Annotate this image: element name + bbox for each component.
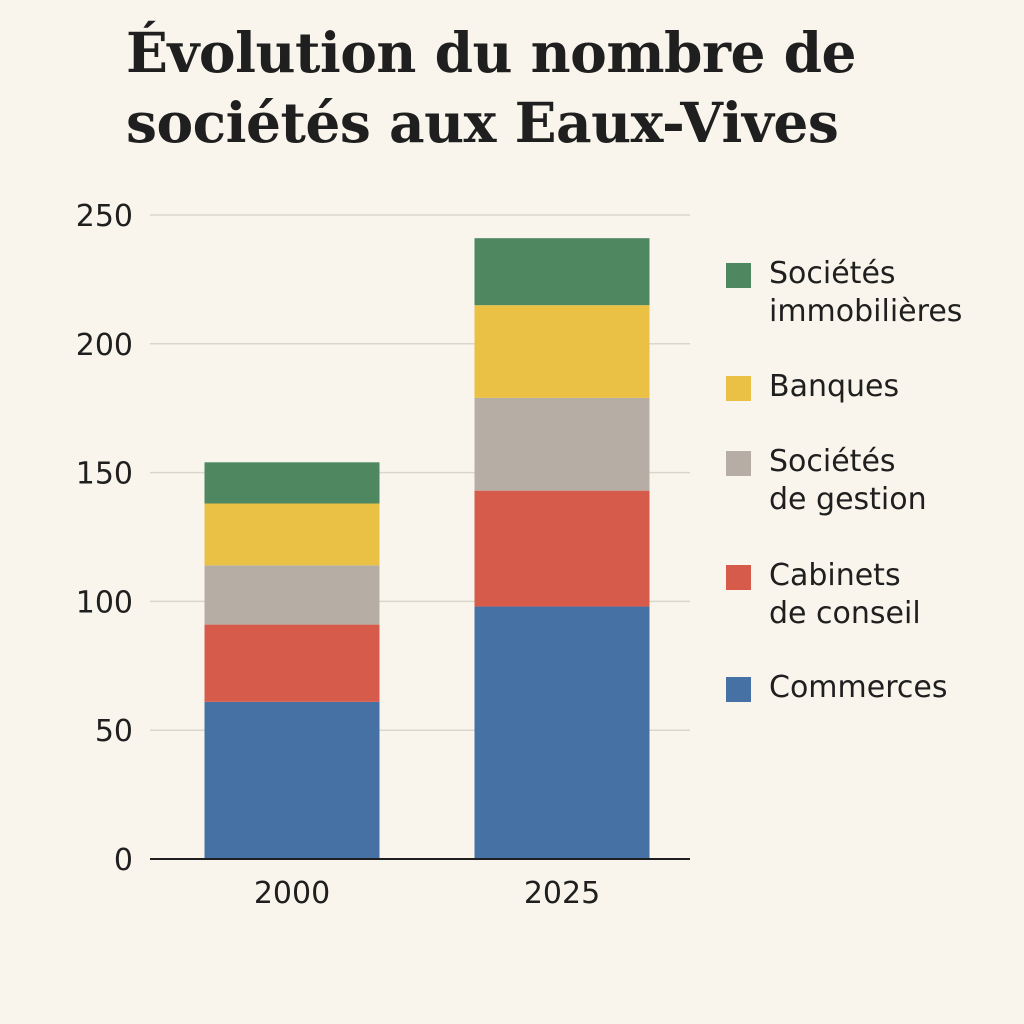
bar-segment — [474, 238, 650, 306]
bar-segment — [474, 490, 650, 607]
bar-segment — [474, 606, 650, 859]
y-tick-label: 50 — [95, 714, 133, 749]
bar-segment — [204, 503, 380, 566]
y-tick-labels: 0 50 100 150 200 250 — [76, 199, 133, 878]
legend-swatch — [726, 376, 751, 401]
chart-title: Évolution du nombre de sociétés aux Eaux… — [126, 20, 857, 155]
bar-segment — [204, 701, 380, 859]
bar-segment — [204, 462, 380, 504]
legend-label: Cabinets de conseil — [769, 558, 921, 631]
x-tick-label: 2000 — [254, 876, 330, 911]
legend-swatch — [726, 677, 751, 702]
legend-swatch — [726, 263, 751, 288]
y-tick-label: 100 — [76, 585, 133, 620]
y-tick-label: 0 — [114, 843, 133, 878]
bar-segment — [474, 397, 650, 491]
legend-label: Sociétés de gestion — [769, 444, 927, 517]
x-tick-labels: 2000 2025 — [254, 876, 600, 911]
y-tick-label: 250 — [76, 199, 133, 234]
legend-label: Banques — [769, 369, 900, 404]
bar-segment — [474, 305, 650, 398]
y-tick-label: 150 — [76, 457, 133, 492]
legend-swatch — [726, 565, 751, 590]
x-tick-label: 2025 — [524, 876, 600, 911]
y-tick-label: 200 — [76, 328, 133, 363]
legend-label: Sociétés immobilières — [769, 256, 963, 329]
legend-swatch — [726, 451, 751, 476]
bars — [204, 238, 650, 859]
bar-segment — [204, 565, 380, 625]
bar-segment — [204, 624, 380, 702]
legend-label: Commerces — [769, 670, 948, 705]
